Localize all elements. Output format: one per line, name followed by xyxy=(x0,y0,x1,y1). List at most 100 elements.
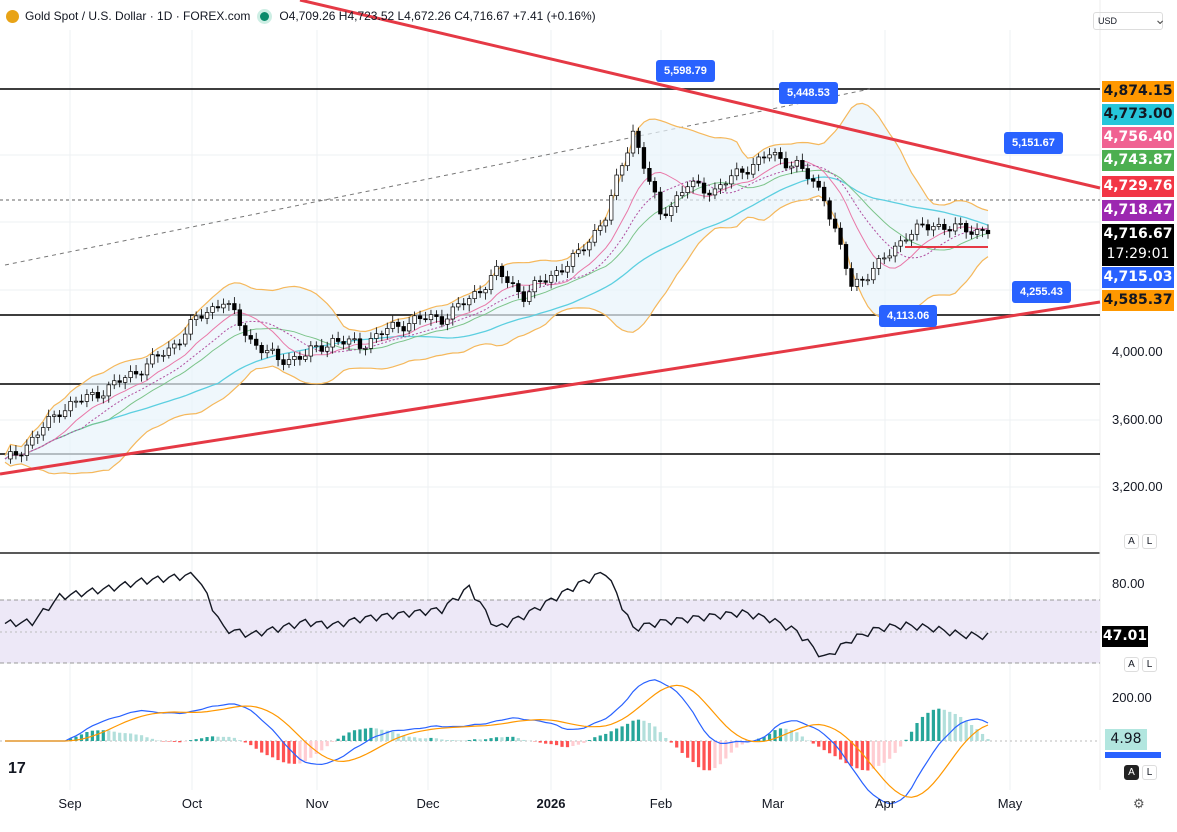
price-label: 4,718.47 xyxy=(1102,200,1174,221)
candle xyxy=(729,175,734,185)
macd-histogram-bar xyxy=(909,731,914,741)
macd-histogram-bar xyxy=(478,739,482,741)
macd-histogram-bar xyxy=(888,741,892,759)
candle xyxy=(385,328,390,335)
candle xyxy=(947,229,952,232)
macd-histogram-bar xyxy=(598,735,602,741)
macd-histogram-bar xyxy=(664,737,668,741)
candle xyxy=(980,229,985,231)
candle xyxy=(871,268,876,281)
macd-histogram-bar xyxy=(560,741,564,747)
candle xyxy=(286,359,292,365)
macd-histogram-bar xyxy=(205,737,209,741)
candle xyxy=(625,152,630,167)
macd-histogram-bar xyxy=(194,739,198,741)
price-callout[interactable]: 4,113.06 xyxy=(879,305,938,327)
candle xyxy=(177,343,182,346)
price-callout[interactable]: 5,151.67 xyxy=(1004,132,1063,154)
candle xyxy=(783,158,789,169)
macd-histogram-bar xyxy=(718,741,723,765)
macd-histogram-bar xyxy=(489,738,493,741)
macd-histogram-bar xyxy=(986,738,990,741)
candle xyxy=(964,222,969,233)
macd-histogram-bar xyxy=(844,741,848,764)
currency-select[interactable]: USD xyxy=(1093,11,1166,30)
candle xyxy=(346,338,352,345)
support-trendline xyxy=(0,300,1101,476)
log-scale-button[interactable]: L xyxy=(1142,657,1157,672)
macd-histogram-bar xyxy=(270,741,275,758)
symbol-title[interactable]: Gold Spot / U.S. Dollar · 1D · FOREX.com xyxy=(25,9,251,23)
macd-signal-line xyxy=(5,684,989,798)
ma-fast xyxy=(4,160,989,460)
macd-histogram-bar xyxy=(669,741,673,743)
auto-scale-button[interactable]: A xyxy=(1124,534,1139,549)
macd-histogram-bar xyxy=(806,740,810,741)
macd-histogram-bar xyxy=(238,740,242,741)
resistance-trendline xyxy=(299,0,1101,190)
macd-histogram-bar xyxy=(85,732,89,741)
macd-histogram-bar xyxy=(341,735,346,741)
macd-histogram-bar xyxy=(767,733,772,741)
rsi-value-label: 47.01 xyxy=(1102,626,1148,647)
macd-histogram-bar xyxy=(959,716,963,741)
macd-histogram-bar xyxy=(385,730,389,741)
tradingview-logo-icon: 17 xyxy=(8,760,26,777)
macd-histogram-bar xyxy=(658,732,662,741)
candle xyxy=(243,325,248,336)
price-callout[interactable]: 5,448.53 xyxy=(779,82,838,104)
macd-histogram-bar xyxy=(838,741,843,760)
macd-histogram-bar xyxy=(948,711,952,741)
rsi-axis-label: 80.00 xyxy=(1112,576,1145,591)
macd-histogram-bar xyxy=(172,741,176,742)
log-scale-button[interactable]: L xyxy=(1142,765,1157,780)
candle xyxy=(598,225,603,231)
candle xyxy=(652,181,658,193)
candle xyxy=(494,265,499,277)
time-label: 2026 xyxy=(536,796,566,811)
macd-histogram-bar xyxy=(298,741,302,764)
macd-histogram-bar xyxy=(855,741,859,769)
time-label: Mar xyxy=(761,796,785,811)
macd-histogram-bar xyxy=(292,741,297,764)
log-scale-button[interactable]: L xyxy=(1142,534,1157,549)
candle xyxy=(450,306,455,320)
candle xyxy=(335,338,341,342)
macd-histogram-bar xyxy=(604,733,608,741)
candle xyxy=(439,316,445,325)
symbol-header: Gold Spot / U.S. Dollar · 1D · FOREX.com… xyxy=(6,9,596,23)
macd-histogram-bar xyxy=(631,720,635,741)
candle xyxy=(516,283,521,293)
candle xyxy=(428,314,434,321)
dashed-trendline xyxy=(4,88,871,266)
candle xyxy=(718,184,723,190)
candle xyxy=(57,414,62,418)
settings-gear-icon[interactable]: ⚙ xyxy=(1133,796,1145,811)
candle xyxy=(161,354,166,357)
axis-label: 4,000.00 xyxy=(1112,344,1163,359)
macd-histogram-bar xyxy=(407,736,411,741)
candle xyxy=(325,346,330,352)
candle xyxy=(931,226,936,231)
bollinger-fill xyxy=(5,103,988,474)
macd-histogram-bar xyxy=(467,739,471,741)
macd-histogram-bar xyxy=(762,736,766,741)
price-label: 4,716.67 xyxy=(1102,224,1174,245)
candle xyxy=(898,240,903,247)
candle xyxy=(538,280,543,282)
candle xyxy=(461,303,466,306)
auto-scale-button[interactable]: A xyxy=(1124,657,1139,672)
macd-histogram-bar xyxy=(129,733,133,741)
candle xyxy=(565,265,570,273)
macd-histogram-bar xyxy=(189,740,193,741)
candle xyxy=(406,323,412,332)
macd-histogram-bar xyxy=(538,741,542,743)
macd-histogram-bar xyxy=(74,736,78,741)
price-callout[interactable]: 5,598.79 xyxy=(656,60,715,82)
price-callout[interactable]: 4,255.43 xyxy=(1012,281,1071,303)
macd-histogram-bar xyxy=(118,732,122,741)
macd-histogram-bar xyxy=(254,741,258,749)
candle xyxy=(674,195,679,207)
auto-scale-button[interactable]: A xyxy=(1124,765,1139,780)
